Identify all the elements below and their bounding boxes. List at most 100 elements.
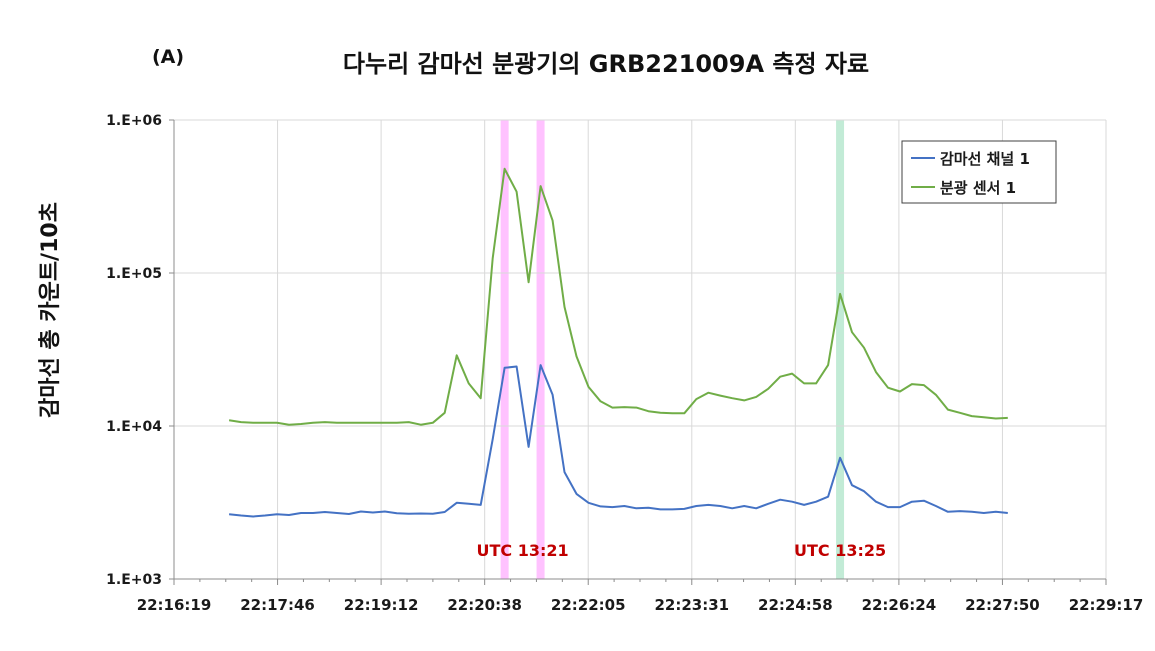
series-2-point (875, 371, 877, 373)
series-2-point (635, 407, 637, 409)
series-1-point (755, 507, 757, 509)
series-2-point (623, 406, 625, 408)
series-1-point (935, 505, 937, 507)
series-1-point (743, 505, 745, 507)
series-2-point (719, 395, 721, 397)
chart-title: 다누리 감마선 분광기의 GRB221009A 측정 자료 (342, 50, 870, 78)
series-2-point (600, 400, 602, 402)
series-2-point (815, 382, 817, 384)
series-2-point (923, 384, 925, 386)
series-2-point (743, 399, 745, 401)
series-2-point (528, 281, 530, 283)
series-2-point (767, 388, 769, 390)
series-1-point (911, 501, 913, 503)
series-1-point (683, 508, 685, 510)
series-1-point (767, 503, 769, 505)
series-2-point (803, 382, 805, 384)
series-1-point (899, 506, 901, 508)
series-1-point (647, 507, 649, 509)
series-1-point (264, 515, 266, 517)
series-1-point (887, 506, 889, 508)
series-2-point (444, 412, 446, 414)
series-1-point (420, 513, 422, 515)
series-2-point (755, 396, 757, 398)
series-lines (228, 167, 1009, 518)
series-1-point (228, 513, 230, 515)
series-1-point (659, 508, 661, 510)
series-2-point (588, 386, 590, 388)
series-1-point (839, 457, 841, 459)
series-1-point (947, 511, 949, 513)
series-1-point (827, 496, 829, 498)
series-2-point (300, 423, 302, 425)
series-1-point (240, 515, 242, 517)
series-2-point (276, 422, 278, 424)
series-1-point (468, 503, 470, 505)
series-2-point (779, 376, 781, 378)
series-2-point (695, 398, 697, 400)
series-1-point (432, 513, 434, 515)
legend: 감마선 채널 1 분광 센서 1 (901, 140, 1057, 204)
series-2-point (863, 347, 865, 349)
series-2-point (887, 387, 889, 389)
series-1-point (671, 508, 673, 510)
series-1-point (552, 394, 554, 396)
series-1-point (923, 500, 925, 502)
series-1-point (995, 511, 997, 513)
series-1-point (851, 484, 853, 486)
series-2-point (336, 422, 338, 424)
series-1-point (564, 471, 566, 473)
series-2-point (659, 412, 661, 414)
series-2-point (552, 220, 554, 222)
x-tick-label: 22:23:31 (654, 596, 729, 614)
annotation-label-2: UTC 13:25 (794, 541, 886, 560)
series-1-point (444, 511, 446, 513)
series-2-point (707, 392, 709, 394)
series-2-point (468, 382, 470, 384)
series-2-point (360, 422, 362, 424)
series-2-point (611, 407, 613, 409)
series-1-point (731, 507, 733, 509)
series-1-point (336, 512, 338, 514)
series-2-point (731, 397, 733, 399)
series-1-point (695, 505, 697, 507)
series-1-point (504, 367, 506, 369)
y-tick-label: 1.E+06 (106, 113, 162, 129)
x-tick-label: 22:29:17 (1069, 596, 1144, 614)
series-1-point (384, 511, 386, 513)
series-1-point (540, 364, 542, 366)
x-tick-label: 22:26:24 (862, 596, 937, 614)
series-1-point (611, 506, 613, 508)
series-2-point (348, 422, 350, 424)
series-2-point (971, 415, 973, 417)
series-2-point (647, 410, 649, 412)
series-1-point (1007, 512, 1009, 514)
series-2-point (228, 419, 230, 421)
highlight-band-1-1 (500, 120, 509, 579)
series-1-point (360, 511, 362, 513)
series-2-point (947, 409, 949, 411)
series-2-point (791, 373, 793, 375)
series-1-point (456, 502, 458, 504)
legend-box (901, 140, 1057, 204)
series-2-point (504, 168, 506, 170)
series-1-point (983, 512, 985, 514)
series-1-point (959, 510, 961, 512)
series-1-point (875, 501, 877, 503)
series-2-point (827, 364, 829, 366)
series-2-point (899, 391, 901, 393)
y-tick-label: 1.E+05 (106, 266, 162, 282)
series-2-point (911, 383, 913, 385)
series-2-point (264, 422, 266, 424)
series-1-point (492, 438, 494, 440)
series-1-point (312, 512, 314, 514)
series-1-point (300, 512, 302, 514)
series-1-point (480, 504, 482, 506)
highlight-band-1-2 (536, 120, 545, 579)
series-2-point (480, 397, 482, 399)
series-2-point (851, 331, 853, 333)
series-1-point (252, 516, 254, 518)
x-tick-label: 22:24:58 (758, 596, 833, 614)
series-2-point (312, 422, 314, 424)
